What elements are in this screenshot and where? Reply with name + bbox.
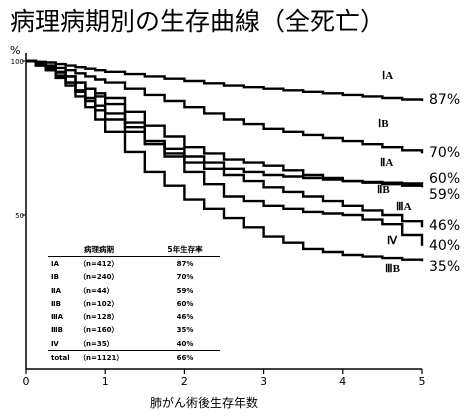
curve-label-2: ⅡA: [380, 157, 393, 169]
survival-curve-3: [26, 59, 424, 185]
curve-label-4: ⅢA: [396, 201, 412, 213]
table-body: ⅠA （n=412） 87% ⅠB （n=240） 70% ⅡA （n=44） 59% ⅡB （n=…: [48, 257, 220, 351]
table-cell-n: （n=102）: [79, 299, 119, 308]
curve-label-3: ⅡB: [377, 184, 390, 196]
x-tick-label: 2: [181, 375, 188, 388]
table-cell-n: （n=35）: [79, 339, 114, 348]
table-cell-n: （n=44）: [79, 286, 114, 295]
table-cell-rate: 35%: [176, 326, 194, 335]
table-cell-n: （n=128）: [79, 313, 119, 322]
table-cell-rate: 40%: [176, 339, 194, 348]
table-header-rate: 5年生存率: [150, 243, 220, 258]
table-cell-rate: 87%: [176, 259, 194, 268]
table-total-rate: 66%: [150, 350, 220, 365]
y-tick-label: 50: [15, 212, 24, 220]
chart-title: 病理病期別の生存曲線（全死亡）: [10, 7, 386, 36]
end-value-label-2: 59%: [429, 187, 460, 203]
table-row: ⅢA （n=128） 46%: [48, 310, 220, 323]
curve-label-6: Ⅳ: [387, 235, 398, 247]
table-cell-stage: ⅡA: [51, 286, 62, 295]
end-value-label-0: 87%: [429, 92, 460, 108]
x-tick-label: 4: [339, 375, 346, 388]
table-cell-stage: Ⅳ: [51, 339, 59, 348]
table-total-n: （n=1121）: [76, 350, 150, 365]
table-total-stage: total: [48, 350, 76, 365]
table-header-row: 病理病期 5年生存率: [48, 243, 220, 258]
survival-curves: [26, 59, 424, 262]
end-value-label-3: 60%: [429, 171, 460, 187]
x-tick-label: 1: [102, 375, 109, 388]
table-cell-rate: 59%: [176, 286, 194, 295]
x-axis-label: 肺がん術後生存年数: [150, 396, 259, 410]
table-cell-stage: ⅠB: [51, 273, 59, 282]
curve-label-0: ⅠA: [382, 70, 393, 82]
end-value-label-4: 46%: [429, 218, 460, 234]
five-year-survival-table: 病理病期 5年生存率 ⅠA （n=412） 87% ⅠB （n=240） 70% ⅡA （n=…: [48, 243, 220, 365]
y-axis-unit: %: [10, 44, 20, 57]
table-row: ⅡA （n=44） 59%: [48, 284, 220, 297]
x-tick-label: 5: [419, 375, 426, 388]
table-cell-rate: 46%: [176, 313, 194, 322]
end-value-label-6: 40%: [429, 238, 460, 254]
table-row: ⅠA （n=412） 87%: [48, 257, 220, 271]
end-value-label-1: 70%: [429, 145, 460, 161]
table-row: ⅢB （n=160） 35%: [48, 324, 220, 337]
end-value-label-5: 35%: [429, 259, 460, 275]
curve-labels: ⅠA 87% ⅠB 70% ⅡA 59% ⅡB 60% ⅢA 46% ⅢB 35% Ⅳ 40%: [377, 70, 460, 275]
table-cell-stage: ⅠA: [51, 259, 60, 268]
table-header-stage: 病理病期: [48, 243, 150, 258]
table-row: ⅡB （n=102） 60%: [48, 297, 220, 310]
table-cell-rate: 70%: [176, 273, 194, 282]
survival-curve-1: [26, 59, 424, 154]
survival-curve-6: [26, 59, 424, 246]
curve-label-1: ⅠB: [378, 118, 389, 130]
table-cell-stage: ⅡB: [51, 299, 61, 308]
table-cell-n: （n=160）: [79, 326, 119, 335]
curve-label-5: ⅢB: [385, 263, 401, 275]
table-cell-rate: 60%: [176, 299, 194, 308]
table-cell-stage: ⅢA: [51, 313, 64, 322]
table-cell-n: （n=412）: [79, 259, 119, 268]
table-cell-n: （n=240）: [79, 273, 119, 282]
chart-axes: % 0 1 2 3 4 5 100 50: [10, 44, 426, 388]
survival-curve-0: [26, 59, 424, 101]
x-tick-label: 0: [23, 375, 30, 388]
x-tick-label: 3: [260, 375, 267, 388]
y-tick-label: 100: [11, 58, 24, 66]
table-row: ⅠB （n=240） 70%: [48, 271, 220, 284]
survival-curve-5: [26, 59, 424, 262]
table-total-row: total （n=1121） 66%: [48, 350, 220, 365]
table-cell-stage: ⅢB: [51, 326, 63, 335]
table-row: Ⅳ （n=35） 40%: [48, 337, 220, 351]
